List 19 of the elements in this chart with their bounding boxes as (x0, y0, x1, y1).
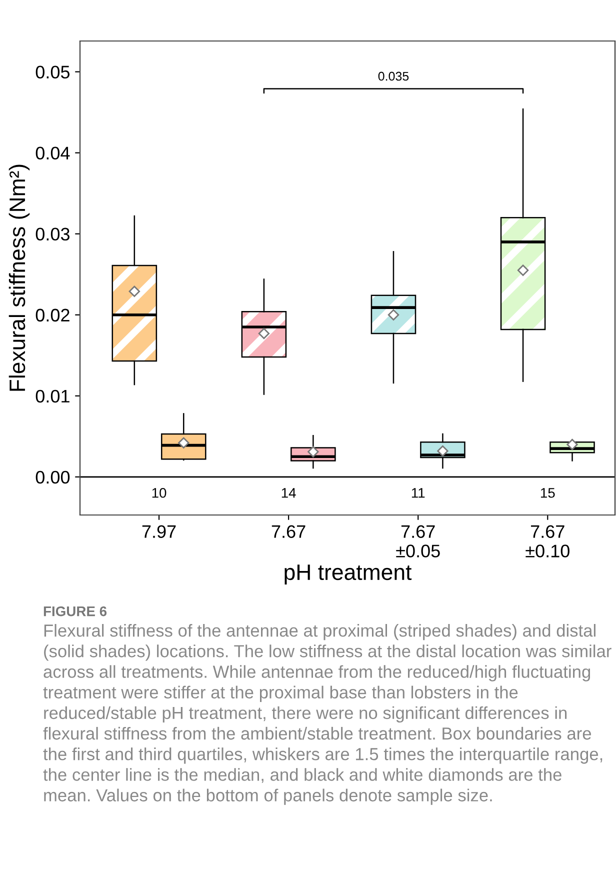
x-tick-label: 7.67 ±0.05 (396, 525, 440, 558)
y-tick-label: 0.01 (36, 390, 70, 403)
annotation: 14 (282, 488, 296, 498)
annotation: 11 (412, 488, 425, 498)
x-tick-label: 7.67 (272, 525, 306, 538)
y-tick-label: 0.02 (36, 308, 70, 322)
text: Flexural stiffness of the antennae at proximal (striped shades) and distal (solid shades) locations. The low stiffness at the distal location was similar across all treatments. While antennae from the reduced/high fluctuating treatment were stiffer at the proximal base than lobsters in the reduced/stable pH treatment, there were no significant differences in flexural stiffness from the ambient/stable treatment. Box boundaries are the first and third quartiles, whiskers are 1.5 times the interquartile range, the center line is the median, and black and white diamonds are the mean. Values on the bottom of panels denote sample size. (43, 624, 612, 805)
x-tick-label: 7.67 ±0.10 (526, 525, 570, 558)
annotation: 15 (540, 488, 555, 498)
annotation: 10 (152, 488, 166, 498)
y-axis-title: Flexural stiffness (Nm²) (8, 164, 30, 391)
y-tick-label: 0.04 (36, 146, 70, 160)
annotation: 0.035 (378, 72, 409, 81)
y-tick-label: 0.05 (36, 66, 70, 79)
x-tick-label: 7.97 (142, 525, 176, 538)
caption: FIGURE 6 (44, 606, 107, 616)
x-axis-title: pH treatment (284, 564, 412, 584)
y-tick-label: 0.03 (36, 228, 70, 241)
y-tick-label: 0.00 (36, 470, 70, 484)
